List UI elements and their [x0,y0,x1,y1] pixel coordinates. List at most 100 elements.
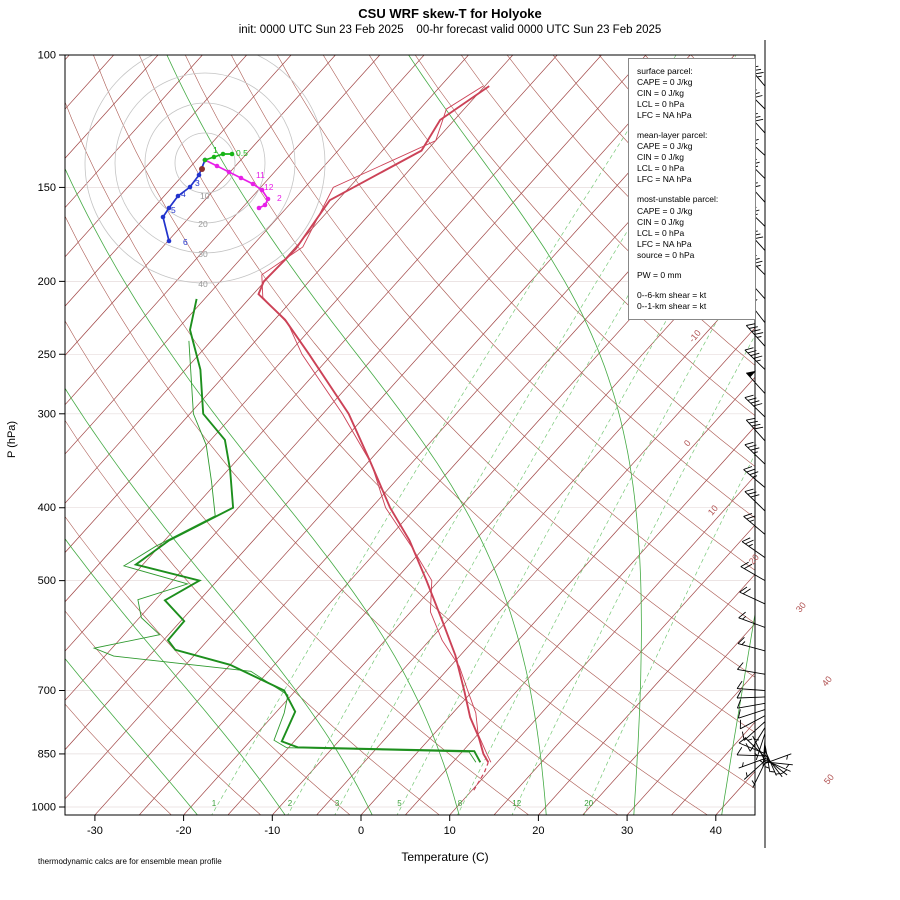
wind-barb [737,662,766,675]
wind-barb [736,747,766,757]
isotherm-label: 40 [820,674,834,688]
isotherm-label: -10 [687,328,703,344]
wind-barb [745,370,766,394]
mixing-ratio-label: 3 [335,799,340,808]
pressure-tick-label: 200 [38,276,56,288]
temperature-tick-label: -10 [264,825,280,837]
parcel-info-box: surface parcel: CAPE = 0 J/kg CIN = 0 J/kg… [628,58,756,320]
wind-barb [764,753,792,764]
pressure-tick-label: 500 [38,575,56,587]
hodograph-height-label: 4 [181,189,186,199]
wind-barb [764,754,783,778]
dewpoint-member-line [92,340,477,763]
isotherm-label: 10 [706,503,720,517]
info-line: CIN = 0 J/kg [637,152,685,163]
info-line: mean-layer parcel: [637,130,708,141]
pressure-tick-label: 850 [38,748,56,760]
wind-barb [752,735,766,762]
isotherm-label: 20 [747,552,761,566]
wind-barb [764,761,793,769]
hodograph-height-label: 11 [256,170,265,180]
temperature-tick-label: 10 [444,825,456,837]
wind-barb [741,537,766,558]
hodograph-height-label: 12 [264,182,274,192]
wind-barb [744,441,766,465]
x-axis-label: Temperature (C) [401,850,489,864]
info-section: mean-layer parcel: CAPE = 0 J/kg CIN = 0 J… [637,130,747,185]
wind-barb [739,586,766,605]
info-section: 0--6-km shear = kt 0--1-km shear = kt [637,290,747,312]
wind-barb [740,561,766,582]
pressure-tick-label: 300 [38,408,56,420]
info-line: CIN = 0 J/kg [637,216,685,227]
temperature-line [257,85,490,763]
wind-barb [738,611,766,628]
mixing-ratio-label: 1 [212,799,217,808]
footnote: thermodynamic calcs are for ensemble mea… [38,857,222,866]
mixing-ratio-label: 12 [512,799,521,808]
pressure-tick-label: 100 [38,50,56,62]
info-section: surface parcel: CAPE = 0 J/kg CIN = 0 J/kg… [637,66,747,121]
info-section: PW = 0 mm [637,270,747,281]
info-line: LCL = 0 hPa [637,163,685,174]
info-line: LFC = NA hPa [637,174,692,185]
temperature-tick-label: 0 [358,825,364,837]
wind-barb [745,323,766,347]
hodograph-height-label: 10 [200,191,210,201]
wind-barb [743,512,766,535]
wind-barb [743,760,766,780]
temperature-tick-label: 40 [710,825,722,837]
info-section: most-unstable parcel: CAPE = 0 J/kg CIN = … [637,194,747,260]
wind-barb [739,715,766,730]
temperature-tick-label: -30 [87,825,103,837]
info-line: LCL = 0 hPa [637,99,685,110]
info-line: most-unstable parcel: [637,194,719,205]
info-line: surface parcel: [637,66,693,76]
temperature-tick-label: -20 [176,825,192,837]
info-line: 0--6-km shear = kt [637,289,707,300]
hodograph-ring-label: 30 [198,249,208,259]
mixing-ratio-label: 8 [458,799,463,808]
hodograph-height-label: 1 [213,145,218,155]
pressure-tick-label: 1000 [32,802,56,814]
info-line: LFC = NA hPa [637,238,692,249]
plot-frame [64,54,756,816]
info-line: CAPE = 0 J/kg [637,77,693,88]
hodograph-ring-label: 20 [198,219,208,229]
info-line: 0--1-km shear = kt [637,300,707,311]
isotherm-label: 50 [822,772,836,786]
wind-barb [744,488,766,512]
isotherm-label: 0 [682,438,693,448]
wind-barb [744,394,766,418]
info-line: source = 0 hPa [637,249,695,260]
pressure-tick-label: 700 [38,685,56,697]
y-axis-label: P (hPa) [6,420,18,458]
chart-title: CSU WRF skew-T for Holyoke [358,6,542,21]
hodograph-height-label: 5 [171,205,176,215]
wind-barb [743,466,766,488]
hodograph-ring-label: 40 [198,279,208,289]
pressure-tick-label: 150 [38,182,56,194]
hodograph-height-label: 0.5 [236,148,248,158]
wind-barb [744,347,766,370]
info-line: CAPE = 0 J/kg [637,141,693,152]
dewpoint-line [133,298,482,763]
isotherm-label: 30 [794,600,808,614]
wind-barb [737,709,766,719]
mixing-ratio-label: 5 [397,799,402,808]
wind-barb [737,636,766,652]
hodograph-height-label: 2 [277,193,282,203]
wind-barb [736,689,766,699]
hodograph-height-label: 6 [183,237,188,247]
temperature-tick-label: 30 [621,825,633,837]
pressure-tick-label: 250 [38,349,56,361]
wind-barb [751,762,766,788]
wind-barb [736,680,766,691]
info-line: PW = 0 mm [637,269,682,280]
wind-barb [738,758,766,769]
hodograph-height-label: 3 [195,178,200,188]
